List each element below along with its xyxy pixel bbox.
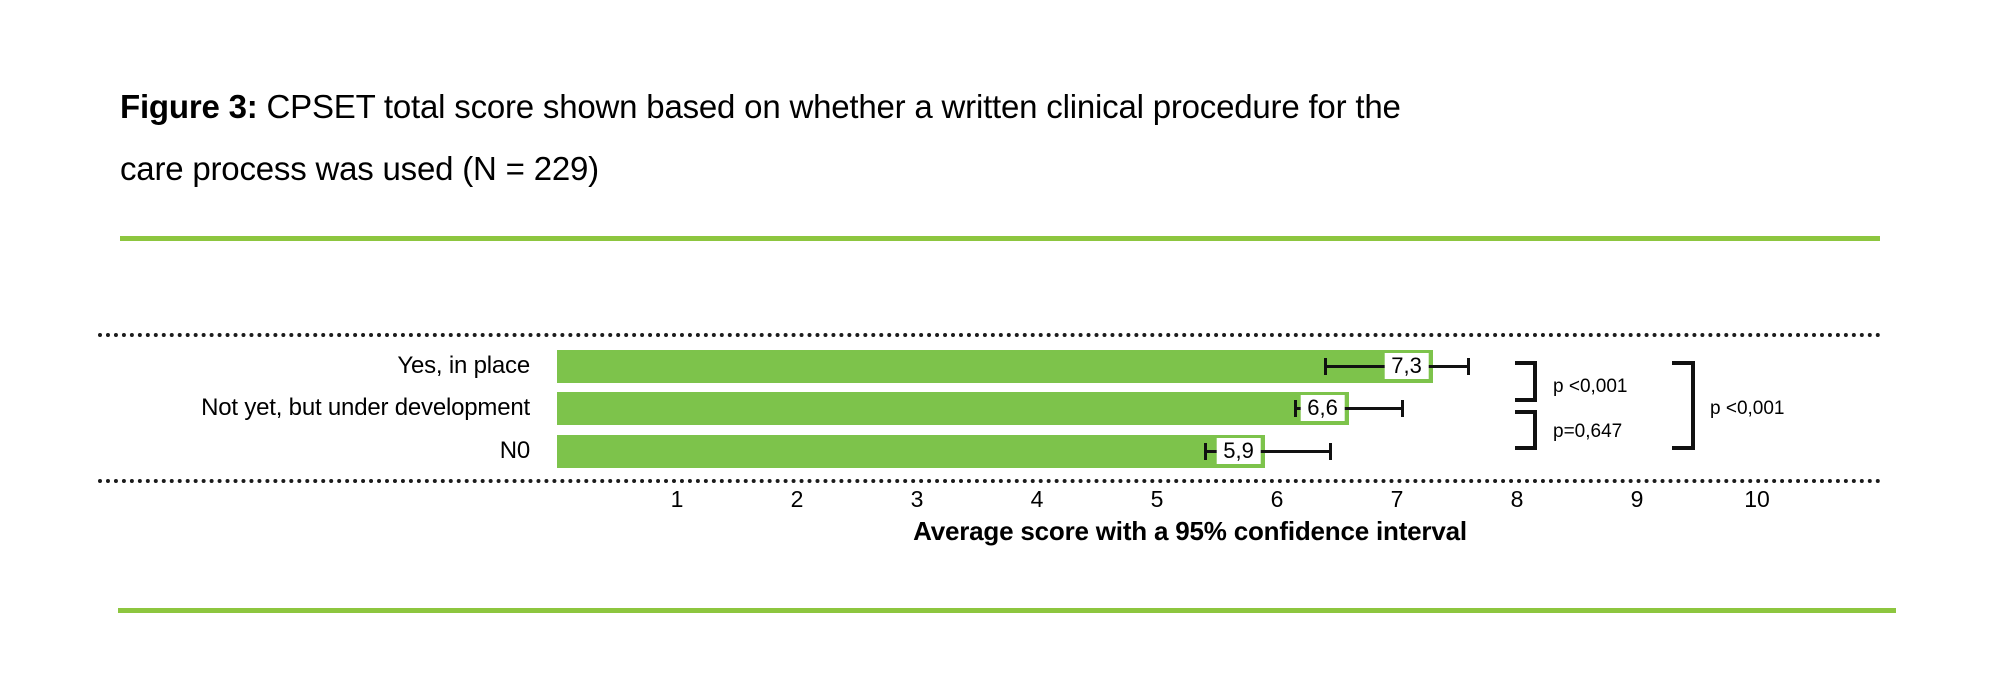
- plot-bottom-dotted-border: [98, 479, 1882, 483]
- significance-bracket-large: [1672, 361, 1695, 450]
- significance-bracket-small-bottom: [1515, 410, 1537, 450]
- error-bar-cap-left: [1324, 358, 1327, 375]
- x-axis-title: Average score with a 95% confidence inte…: [913, 516, 1467, 546]
- p-value-label: p=0,647: [1553, 421, 1623, 442]
- error-bar-cap-right: [1401, 400, 1404, 417]
- error-bar-cap-right: [1467, 358, 1470, 375]
- x-tick-label: 6: [1270, 486, 1284, 512]
- figure-number: Figure 3:: [120, 88, 258, 125]
- category-label: Not yet, but under development: [201, 394, 530, 421]
- plot-top-dotted-border: [98, 333, 1882, 337]
- figure-title-line2: care process was used (N = 229): [120, 150, 599, 187]
- error-bar-cap-right: [1329, 443, 1332, 460]
- error-bar-cap-left: [1294, 400, 1297, 417]
- error-bar-line: [1205, 450, 1331, 453]
- x-tick-label: 10: [1744, 486, 1770, 512]
- category-label: Yes, in place: [397, 352, 530, 379]
- bar-value-label: 7,3: [1384, 353, 1429, 379]
- bar: [557, 435, 1265, 468]
- x-tick-label: 1: [670, 486, 684, 512]
- bar: [557, 350, 1433, 383]
- x-tick-label: 4: [1030, 486, 1044, 512]
- top-green-rule: [120, 236, 1880, 241]
- figure-title-text: CPSET total score shown based on whether…: [257, 88, 1401, 125]
- significance-bracket-small-top: [1515, 361, 1537, 402]
- p-value-label: p <0,001: [1553, 376, 1628, 397]
- figure-title: Figure 3: CPSET total score shown based …: [120, 76, 1820, 200]
- error-bar-line: [1295, 407, 1403, 410]
- error-bar-cap-left: [1204, 443, 1207, 460]
- bar-value-label: 5,9: [1216, 438, 1261, 464]
- p-value-label: p <0,001: [1710, 398, 1785, 419]
- x-tick-label: 7: [1390, 486, 1404, 512]
- x-tick-label: 9: [1630, 486, 1644, 512]
- bar-value-label: 6,6: [1300, 395, 1345, 421]
- x-tick-label: 5: [1150, 486, 1164, 512]
- x-tick-label: 8: [1510, 486, 1524, 512]
- x-tick-label: 2: [790, 486, 804, 512]
- x-tick-label: 3: [910, 486, 924, 512]
- bar: [557, 392, 1349, 425]
- category-label: N0: [499, 437, 530, 464]
- bottom-green-rule: [118, 608, 1896, 613]
- figure-title-line1: Figure 3: CPSET total score shown based …: [120, 76, 1820, 138]
